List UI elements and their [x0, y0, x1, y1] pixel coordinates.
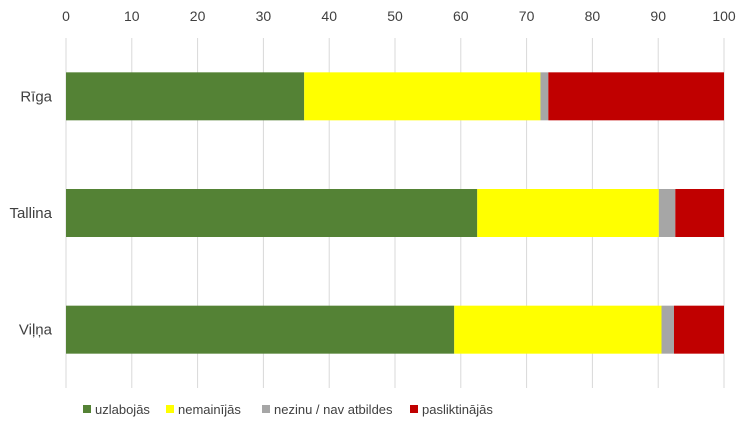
bars — [66, 72, 724, 354]
bar-segment — [66, 72, 305, 121]
bar-segment — [477, 189, 659, 237]
x-tick-label: 70 — [519, 8, 535, 24]
bar-segment — [661, 305, 674, 354]
legend: uzlabojās nemainījās nezinu / nav atbildes… — [83, 402, 493, 417]
legend-label: nemainījās — [178, 402, 241, 417]
x-axis-ticks: 0 10 20 30 40 50 60 70 80 90 100 — [62, 8, 736, 24]
legend-swatch — [166, 405, 174, 413]
x-tick-label: 50 — [387, 8, 403, 24]
legend-label: uzlabojās — [95, 402, 150, 417]
bar-segment — [675, 189, 724, 237]
bar-segment — [454, 305, 662, 354]
bar-segment — [66, 305, 455, 354]
category-label: Viļņa — [19, 322, 53, 339]
category-labels: Rīga Tallina Viļņa — [9, 88, 52, 338]
bar-segment — [304, 72, 541, 121]
category-label: Rīga — [20, 88, 52, 105]
x-tick-label: 20 — [190, 8, 206, 24]
legend-swatch — [262, 405, 270, 413]
category-label: Tallina — [9, 205, 52, 222]
x-tick-label: 60 — [453, 8, 469, 24]
x-tick-label: 80 — [585, 8, 601, 24]
legend-label: pasliktinājās — [422, 402, 493, 417]
x-tick-label: 30 — [256, 8, 272, 24]
bar-segment — [540, 72, 549, 121]
legend-swatch — [410, 405, 418, 413]
legend-label: nezinu / nav atbildes — [274, 402, 393, 417]
bar-segment — [548, 72, 724, 121]
bar-segment — [66, 189, 478, 237]
x-tick-label: 40 — [321, 8, 337, 24]
legend-swatch — [83, 405, 91, 413]
x-tick-label: 0 — [62, 8, 70, 24]
x-tick-label: 10 — [124, 8, 140, 24]
x-tick-label: 100 — [712, 8, 736, 24]
x-tick-label: 90 — [650, 8, 666, 24]
bar-segment — [658, 189, 676, 237]
bar-segment — [673, 305, 724, 354]
